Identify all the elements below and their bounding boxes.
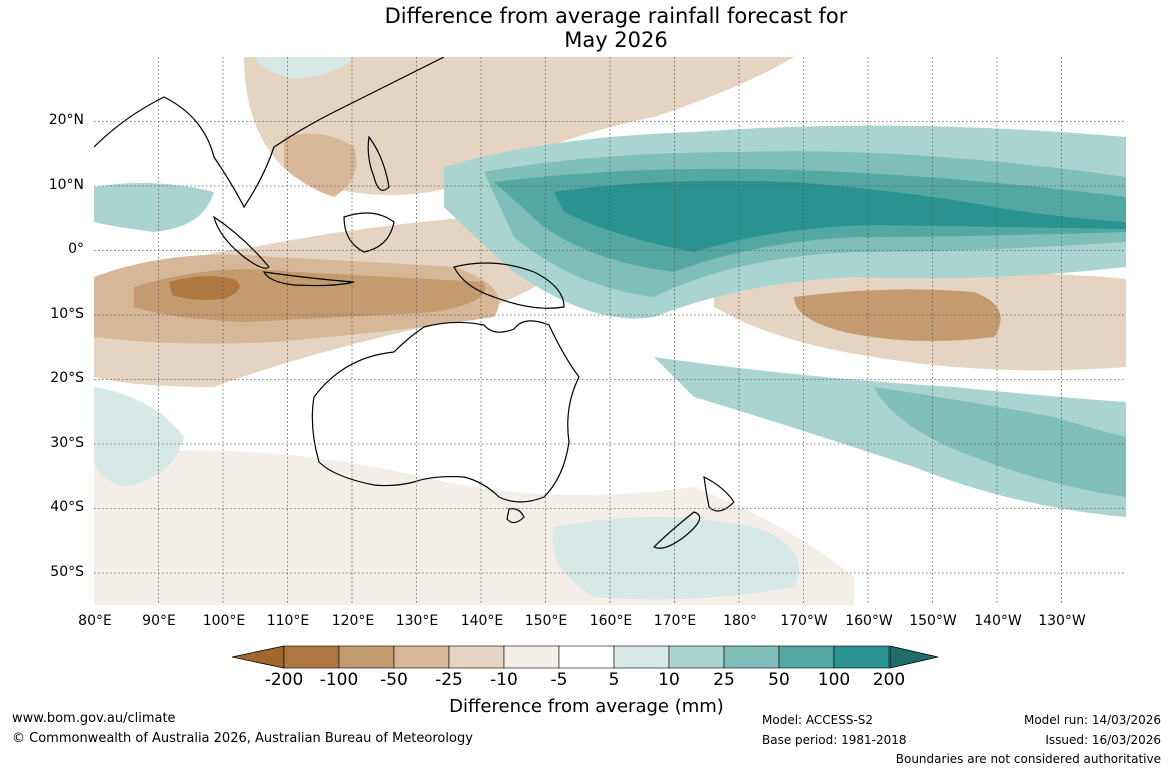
dry-core-south-pacific [794, 289, 1001, 341]
cbar-tick-10: 50 [768, 670, 790, 690]
new-zealand-south-coastline [652, 511, 701, 549]
cbar-tick-5: -10 [490, 670, 518, 690]
lon-label-170w: 170°W [780, 613, 828, 629]
lat-label-20s: 20°S [50, 370, 84, 386]
lon-label-160e: 160°E [589, 613, 633, 629]
lon-label-100e: 100°E [202, 613, 246, 629]
coastlines [94, 57, 735, 549]
wet-region-south-pacific-convergence [654, 357, 1126, 517]
title-line-1: Difference from average rainfall forecas… [384, 4, 848, 28]
cbar-cell [778, 645, 835, 669]
cbar-cell [833, 645, 890, 669]
model-run-date: Model run: 14/03/2026 [1023, 713, 1161, 727]
tasmania-coastline [506, 508, 525, 524]
lat-label-40s: 40°S [50, 499, 84, 515]
cbar-cell [338, 645, 395, 669]
lat-label-10s: 10°S [50, 306, 84, 322]
lon-label-120e: 120°E [331, 613, 375, 629]
lon-label-160w: 160°W [845, 613, 893, 629]
colour-scale-label: Difference from average (mm) [449, 696, 724, 717]
lat-label-10n: 10°N [48, 177, 84, 193]
cbar-cell [723, 645, 780, 669]
lon-label-80e: 80°E [78, 613, 112, 629]
cbar-cells [283, 645, 890, 669]
lon-label-110e: 110°E [266, 613, 310, 629]
java-coastline [262, 271, 355, 287]
cbar-tick-8: 10 [658, 670, 680, 690]
cbar-tick-4: -25 [435, 670, 463, 690]
title-line-2: May 2026 [564, 28, 668, 52]
lon-label-170e: 170°E [653, 613, 697, 629]
lat-label-20n: 20°N [48, 112, 84, 128]
cbar-cell [448, 645, 505, 669]
wet-region-north-pacific-patch [254, 57, 354, 79]
cbar-tick-2: -100 [319, 670, 359, 690]
cbar-tick-3: -50 [380, 670, 408, 690]
cbar-tick-7: 5 [608, 670, 620, 690]
sumatra-coastline [213, 215, 270, 269]
dry-core-sumatra [169, 276, 240, 300]
lon-label-140e: 140°E [460, 613, 504, 629]
australia-coastline [311, 320, 580, 503]
new-guinea-coastline [453, 262, 565, 309]
cbar-cell [613, 645, 670, 669]
dry-region-south-china-sea [284, 133, 357, 197]
copyright-text: © Commonwealth of Australia 2026, Austra… [12, 731, 473, 746]
cbar-extension-high [889, 645, 939, 669]
borneo-coastline [343, 212, 395, 253]
issued-date: Issued: 16/03/2026 [1045, 733, 1161, 747]
wet-region-west-indian-ocean [94, 183, 214, 232]
cbar-extension-low [232, 645, 285, 669]
philippines-coastline [367, 135, 390, 191]
cbar-tick-9: 25 [713, 670, 735, 690]
graticule-lines [94, 57, 1126, 605]
lon-label-130w: 130°W [1038, 613, 1086, 629]
map-title: Difference from average rainfall forecas… [0, 4, 1173, 52]
cbar-tick-6: -5 [550, 670, 568, 690]
asia-mainland-coastline [94, 57, 445, 209]
cbar-cell [558, 645, 615, 669]
lat-label-0: 0° [68, 241, 84, 257]
lon-label-150e: 150°E [524, 613, 568, 629]
lat-label-50s: 50°S [50, 564, 84, 580]
lon-label-130e: 130°E [395, 613, 439, 629]
wet-core-spcz [874, 387, 1126, 497]
cbar-cell [283, 645, 340, 669]
cbar-tick-12: 200 [872, 670, 906, 690]
cbar-tick-11: 100 [817, 670, 851, 690]
wet-anomaly-regions [94, 57, 1126, 600]
base-period: Base period: 1981-2018 [762, 733, 907, 747]
lat-label-30s: 30°S [50, 435, 84, 451]
model-name: Model: ACCESS-S2 [762, 713, 874, 727]
website-link[interactable]: www.bom.gov.au/climate [12, 711, 176, 726]
lon-label-140w: 140°W [974, 613, 1022, 629]
colour-scale-bar [232, 645, 939, 669]
wet-region-tasman-sea [552, 517, 799, 600]
new-zealand-north-coastline [703, 475, 735, 512]
wet-region-equatorial-pacific-peak [554, 180, 1126, 252]
boundaries-disclaimer: Boundaries are not considered authoritat… [895, 752, 1161, 766]
cbar-cell [668, 645, 725, 669]
cbar-cell [503, 645, 560, 669]
cbar-cell [393, 645, 450, 669]
rainfall-anomaly-map [94, 57, 1126, 605]
lon-label-90e: 90°E [142, 613, 176, 629]
cbar-tick-1: -200 [264, 670, 304, 690]
wet-region-southwest-indian-ocean [94, 387, 184, 487]
lon-label-150w: 150°W [909, 613, 957, 629]
lon-label-180: 180° [723, 613, 757, 629]
